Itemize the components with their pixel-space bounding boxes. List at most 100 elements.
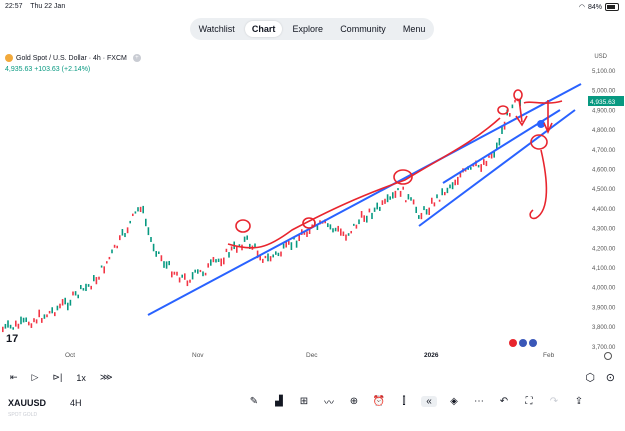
freehand-arrow bbox=[515, 98, 528, 127]
tab-menu[interactable]: Menu bbox=[402, 24, 426, 34]
candle bbox=[246, 235, 248, 240]
candle bbox=[158, 251, 160, 254]
candle bbox=[7, 320, 9, 328]
candle bbox=[30, 323, 33, 328]
price-chart[interactable]: 5,100.00 5,000.00 4,900.00 4,800.00 4,700.00… bbox=[0, 0, 625, 364]
candle bbox=[64, 297, 66, 305]
price-tick: 3,700.00 bbox=[592, 345, 616, 351]
candle bbox=[267, 253, 269, 262]
candle bbox=[223, 257, 225, 265]
price-tick: 4,300.00 bbox=[592, 227, 616, 233]
candle bbox=[33, 318, 35, 323]
candle bbox=[360, 211, 363, 218]
candle bbox=[95, 277, 98, 285]
exit-replay-icon[interactable]: ⇤ bbox=[10, 372, 18, 382]
candle bbox=[501, 126, 503, 134]
play-icon[interactable]: ▷ bbox=[31, 372, 39, 382]
pen-icon[interactable]: ✎ bbox=[249, 396, 259, 407]
candle bbox=[82, 288, 85, 291]
alert-icon[interactable]: ⏰ bbox=[372, 396, 386, 407]
tab-community[interactable]: Community bbox=[340, 24, 386, 34]
candle bbox=[371, 212, 373, 220]
candle bbox=[85, 283, 87, 292]
candle bbox=[446, 187, 449, 194]
price-axis[interactable]: 5,100.00 5,000.00 4,900.00 4,800.00 4,700.00… bbox=[592, 69, 616, 364]
candle bbox=[431, 197, 433, 204]
price-tick: 4,000.00 bbox=[592, 286, 616, 292]
candle bbox=[236, 246, 238, 253]
share-icon[interactable]: ⇪ bbox=[574, 396, 584, 407]
battery-icon bbox=[605, 3, 619, 11]
candle bbox=[28, 321, 30, 326]
settings-icon[interactable]: ⬡ bbox=[585, 372, 595, 384]
interval-button[interactable]: 4H bbox=[70, 398, 82, 408]
fullscreen-icon[interactable]: ⛶ bbox=[525, 396, 533, 407]
us-flag-icon bbox=[519, 339, 527, 347]
legend-title[interactable]: Gold Spot / U.S. Dollar · 4h · FXCM bbox=[16, 54, 127, 62]
trendline-drawings[interactable] bbox=[147, 83, 582, 316]
candle bbox=[74, 291, 77, 296]
candle bbox=[254, 243, 256, 248]
add-compare-icon[interactable]: + bbox=[132, 54, 141, 62]
freehand-drawings[interactable] bbox=[227, 89, 563, 249]
trendline-channel-lower bbox=[418, 109, 576, 227]
main-nav: Watchlist Chart Explore Community Menu bbox=[190, 18, 434, 40]
time-tick: Feb bbox=[543, 352, 555, 359]
layers-icon[interactable]: ◈ bbox=[450, 396, 458, 407]
fit-icon[interactable]: ⊙ bbox=[605, 372, 615, 384]
redo-icon[interactable]: ↷ bbox=[549, 396, 559, 407]
candle bbox=[168, 260, 170, 266]
candle bbox=[358, 219, 360, 225]
drawing-icon[interactable]: 〰 bbox=[324, 398, 334, 409]
candle bbox=[457, 176, 459, 185]
candle bbox=[212, 256, 215, 263]
trendline-anchor-point bbox=[537, 120, 545, 128]
candle bbox=[116, 245, 118, 249]
candle bbox=[25, 317, 27, 322]
candle bbox=[152, 243, 155, 252]
price-tick: 4,500.00 bbox=[592, 187, 616, 193]
candle bbox=[470, 167, 472, 170]
candle bbox=[355, 224, 358, 229]
candle bbox=[269, 256, 272, 262]
templates-icon[interactable]: ⊞ bbox=[299, 396, 309, 407]
add-icon[interactable]: ⊕ bbox=[349, 396, 359, 407]
candle bbox=[119, 235, 121, 241]
candle bbox=[220, 258, 222, 267]
candle bbox=[311, 224, 313, 228]
step-forward-icon[interactable]: ⊳| bbox=[52, 372, 63, 382]
symbol-name[interactable]: XAUUSD bbox=[8, 398, 47, 408]
candle bbox=[477, 164, 480, 168]
candle bbox=[225, 248, 228, 253]
candle bbox=[142, 205, 144, 214]
tab-chart[interactable]: Chart bbox=[244, 21, 283, 37]
time-axis[interactable]: Oct Nov Dec 2026 Feb bbox=[65, 352, 555, 359]
replay-speed[interactable]: 1x bbox=[76, 372, 86, 383]
undo-icon[interactable]: ↶ bbox=[499, 396, 509, 407]
candle bbox=[46, 314, 48, 318]
more-icon[interactable]: ⋯ bbox=[474, 396, 484, 407]
candle bbox=[59, 303, 61, 309]
wifi-icon: ◠ bbox=[578, 4, 585, 11]
candle bbox=[173, 271, 176, 275]
candle bbox=[392, 192, 394, 199]
skip-icon[interactable]: ⋙ bbox=[99, 372, 113, 382]
currency-label[interactable]: USD bbox=[594, 54, 607, 60]
candle bbox=[48, 310, 51, 314]
chart-type-icon[interactable]: ⫿ bbox=[402, 396, 406, 407]
candle bbox=[134, 211, 137, 214]
tab-watchlist[interactable]: Watchlist bbox=[198, 24, 235, 34]
indicators-icon[interactable]: ▟ bbox=[275, 396, 283, 407]
candle bbox=[428, 207, 430, 215]
candle bbox=[459, 172, 462, 178]
chart-settings-icon[interactable] bbox=[604, 352, 612, 360]
candle bbox=[444, 191, 446, 196]
replay-icon[interactable]: « bbox=[421, 396, 437, 407]
candle bbox=[126, 227, 129, 234]
candle bbox=[207, 263, 209, 268]
candle bbox=[9, 324, 12, 329]
tab-explore[interactable]: Explore bbox=[292, 24, 324, 34]
candle bbox=[282, 243, 285, 249]
price-tick: 5,100.00 bbox=[592, 69, 616, 75]
economic-events[interactable] bbox=[509, 339, 537, 347]
